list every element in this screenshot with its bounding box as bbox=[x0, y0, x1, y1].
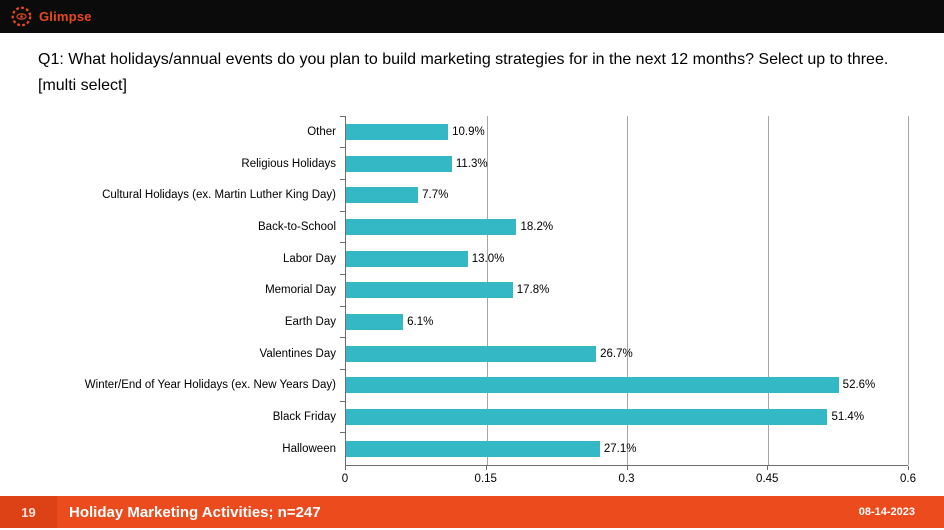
bar bbox=[346, 218, 517, 235]
chart-row: 10.9% bbox=[340, 115, 908, 148]
category-label: Valentines Day bbox=[259, 347, 337, 360]
value-label: 6.1% bbox=[407, 315, 434, 328]
x-axis: 0 0.15 0.3 0.45 0.6 bbox=[341, 465, 916, 492]
value-label: 11.3% bbox=[455, 157, 488, 170]
chart-row: 18.2% bbox=[340, 210, 908, 243]
page-number: 19 bbox=[21, 504, 36, 520]
bar bbox=[346, 282, 513, 299]
category-label: Black Friday bbox=[272, 411, 336, 424]
category-label: Memorial Day bbox=[265, 284, 336, 297]
value-label: 13.0% bbox=[471, 252, 505, 265]
x-tick-label: 0 bbox=[341, 472, 349, 485]
category-label: Labor Day bbox=[282, 252, 336, 265]
bar bbox=[346, 155, 452, 172]
chart-row: 11.3% bbox=[340, 147, 908, 180]
value-label: 7.7% bbox=[422, 189, 449, 202]
chart-row: 26.7% bbox=[340, 337, 908, 370]
value-label: 51.4% bbox=[831, 411, 865, 424]
plot-area: 10.9% 11.3% 7.7% 18.2% 13.0% 17.8% 6.1% 26.7% 52… bbox=[340, 115, 909, 466]
glimpse-eye-icon bbox=[11, 6, 32, 27]
bar bbox=[346, 123, 449, 140]
value-label: 52.6% bbox=[842, 379, 876, 392]
category-label: Winter/End of Year Holidays (ex. New Yea… bbox=[84, 379, 336, 392]
bar bbox=[346, 250, 468, 267]
x-tick-mark bbox=[767, 465, 769, 470]
category-label: Back-to-School bbox=[258, 220, 336, 233]
x-tick-label: 0.45 bbox=[756, 472, 779, 485]
bar bbox=[346, 313, 404, 330]
chart-row: 6.1% bbox=[340, 305, 908, 338]
page-number-block: 19 bbox=[0, 496, 57, 528]
bar bbox=[346, 409, 828, 426]
top-header-bar: Glimpse bbox=[0, 0, 944, 33]
category-label: Halloween bbox=[282, 442, 336, 455]
gridline bbox=[627, 116, 628, 465]
bar bbox=[346, 440, 600, 457]
category-label: Cultural Holidays (ex. Martin Luther Kin… bbox=[102, 189, 336, 202]
chart-row: 17.8% bbox=[340, 273, 908, 306]
category-label: Earth Day bbox=[284, 315, 336, 328]
glimpse-logo: Glimpse bbox=[11, 6, 92, 27]
bar bbox=[346, 345, 597, 362]
x-tick-mark bbox=[908, 465, 909, 470]
bar bbox=[346, 377, 839, 394]
category-label: Religious Holidays bbox=[241, 157, 336, 170]
footer-title: Holiday Marketing Activities; n=247 bbox=[69, 503, 321, 521]
value-label: 26.7% bbox=[600, 347, 633, 360]
footer-date: 08-14-2023 bbox=[858, 506, 915, 518]
x-tick-mark bbox=[626, 465, 628, 470]
x-tick-mark bbox=[345, 465, 346, 470]
bar bbox=[346, 187, 419, 204]
chart-row: 51.4% bbox=[340, 400, 908, 433]
x-tick-label: 0.6 bbox=[900, 472, 916, 485]
chart-row: 52.6% bbox=[340, 369, 908, 402]
value-label: 18.2% bbox=[520, 220, 554, 233]
value-label: 17.8% bbox=[516, 284, 550, 297]
value-label: 10.9% bbox=[452, 125, 485, 138]
chart-row: 13.0% bbox=[340, 242, 908, 275]
chart-row: 7.7% bbox=[340, 178, 908, 211]
gridline bbox=[908, 116, 909, 465]
footer-bar: 19 Holiday Marketing Activities; n=247 0… bbox=[0, 496, 944, 528]
value-label: 27.1% bbox=[603, 442, 637, 455]
x-tick-label: 0.15 bbox=[474, 472, 497, 485]
bar-chart: Other Religious Holidays Cultural Holidays… bbox=[0, 115, 944, 492]
gridline bbox=[767, 116, 769, 465]
x-tick-mark bbox=[485, 465, 487, 470]
slide-title: Q1: What holidays/annual events do you p… bbox=[38, 51, 889, 94]
chart-row: 27.1% bbox=[340, 432, 908, 465]
x-tick-label: 0.3 bbox=[618, 472, 635, 485]
category-labels-column: Other Religious Holidays Cultural Holidays… bbox=[0, 116, 345, 466]
category-label: Other bbox=[307, 125, 336, 138]
logo-text: Glimpse bbox=[39, 9, 92, 24]
